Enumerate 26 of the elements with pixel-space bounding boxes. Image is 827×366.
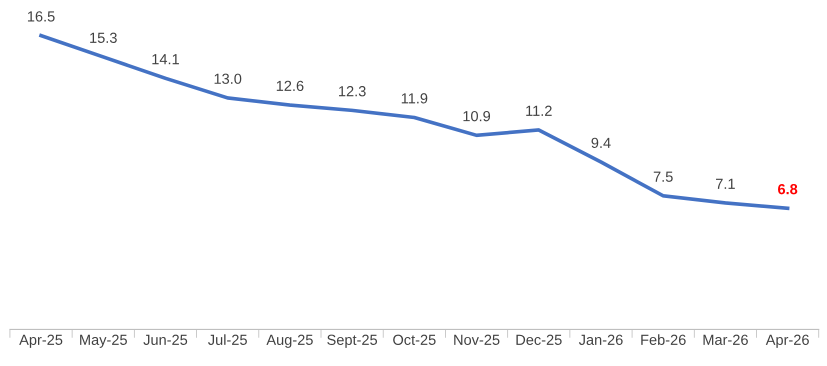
data-label: 13.0 xyxy=(214,74,242,84)
data-label: 14.1 xyxy=(152,54,179,64)
x-tick-label: Jun-25 xyxy=(143,334,188,345)
x-tick-label: Nov-25 xyxy=(454,334,500,345)
data-label: 7.1 xyxy=(716,178,735,189)
data-label: 15.3 xyxy=(90,32,117,43)
annotation: 6.8 xyxy=(778,184,798,194)
x-tick-label: Aug-25 xyxy=(266,334,313,348)
data-label: 9.4 xyxy=(592,138,611,148)
data-label: 7.5 xyxy=(654,172,673,182)
x-tick-label: Sept-25 xyxy=(327,334,378,348)
data-label: 12.6 xyxy=(276,80,304,92)
x-tick-label: Apr-25 xyxy=(19,334,62,348)
data-label: 10.9 xyxy=(463,110,490,122)
data-label: 11.9 xyxy=(402,93,428,104)
x-tick-label: Jul-25 xyxy=(208,334,247,345)
data-label: 12.3 xyxy=(339,86,366,96)
x-tick-label: Jan-26 xyxy=(578,334,623,345)
x-tick-label: May-25 xyxy=(80,334,127,348)
x-tick-label: Mar-26 xyxy=(704,334,748,345)
x-tick-label: Dec-25 xyxy=(516,334,562,345)
x-tick-label: Oct-25 xyxy=(393,334,436,345)
data-label: 11.2 xyxy=(526,106,552,116)
x-tick-label: Apr-26 xyxy=(766,334,809,348)
x-tick-label: Feb-26 xyxy=(641,334,686,345)
data-label: 16.5 xyxy=(28,11,55,22)
